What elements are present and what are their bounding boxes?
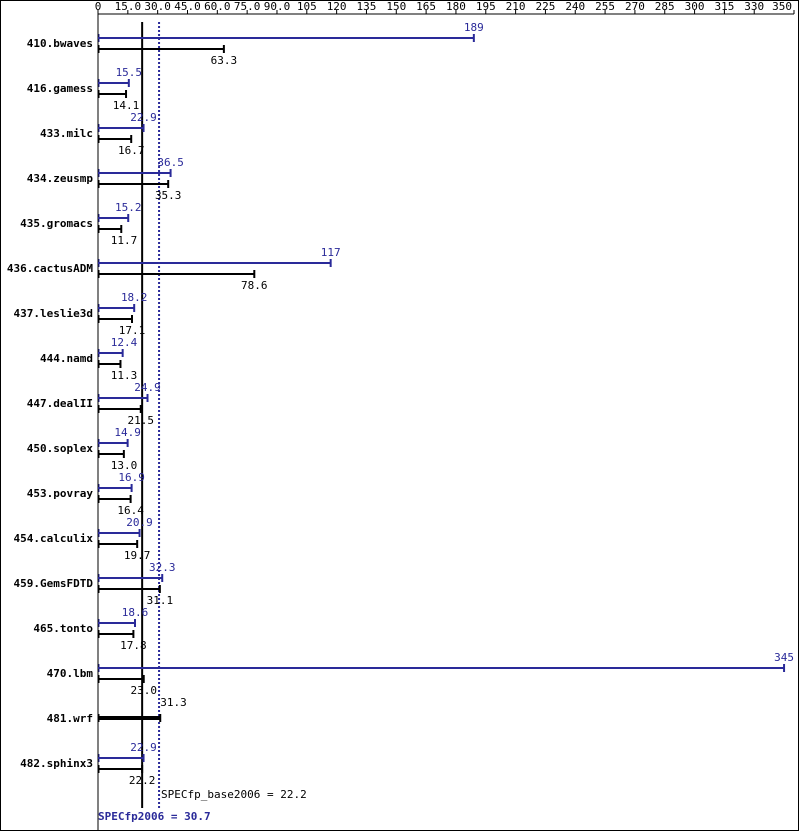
peak-mean-label: SPECfp2006 = 30.7 <box>98 810 211 823</box>
x-tick-label: 300 <box>685 0 705 13</box>
value-label: 13.0 <box>111 459 138 472</box>
x-tick-label: 255 <box>595 0 615 13</box>
category-label: 444.namd <box>40 352 93 365</box>
x-tick-label: 135 <box>357 0 377 13</box>
value-label: 16.9 <box>118 471 145 484</box>
x-tick-label: 270 <box>625 0 645 13</box>
category-label: 436.cactusADM <box>7 262 93 275</box>
x-tick-label: 45.0 <box>174 0 201 13</box>
x-tick-label: 15.0 <box>115 0 142 13</box>
category-label: 450.soplex <box>27 442 94 455</box>
value-label: 345 <box>774 651 794 664</box>
value-label: 14.9 <box>114 426 141 439</box>
x-tick-label: 315 <box>714 0 734 13</box>
x-tick-label: 195 <box>476 0 496 13</box>
x-tick-label: 180 <box>446 0 466 13</box>
value-label: 31.3 <box>160 696 187 709</box>
value-label: 21.5 <box>128 414 155 427</box>
x-tick-label: 90.0 <box>264 0 291 13</box>
x-tick-label: 225 <box>535 0 555 13</box>
value-label: 36.5 <box>157 156 184 169</box>
value-label: 18.2 <box>121 291 148 304</box>
value-label: 31.1 <box>147 594 174 607</box>
x-tick-label: 150 <box>386 0 406 13</box>
x-tick-label: 285 <box>655 0 675 13</box>
value-label: 18.6 <box>122 606 149 619</box>
value-label: 63.3 <box>211 54 238 67</box>
category-label: 437.leslie3d <box>14 307 93 320</box>
value-label: 35.3 <box>155 189 182 202</box>
value-label: 15.2 <box>115 201 142 214</box>
value-label: 22.2 <box>129 774 156 787</box>
x-tick-label: 165 <box>416 0 436 13</box>
x-tick-label: 60.0 <box>204 0 231 13</box>
value-label: 32.3 <box>149 561 176 574</box>
value-label: 16.7 <box>118 144 145 157</box>
value-label: 24.9 <box>134 381 161 394</box>
value-label: 19.7 <box>124 549 151 562</box>
category-label: 447.dealII <box>27 397 93 410</box>
category-label: 465.tonto <box>33 622 93 635</box>
x-tick-label: 240 <box>565 0 585 13</box>
x-tick-label: 330 <box>744 0 764 13</box>
x-tick-label: 120 <box>327 0 347 13</box>
value-label: 20.9 <box>126 516 153 529</box>
value-label: 11.7 <box>111 234 138 247</box>
x-tick-label: 105 <box>297 0 317 13</box>
value-label: 117 <box>321 246 341 259</box>
category-label: 434.zeusmp <box>27 172 94 185</box>
value-label: 22.9 <box>130 111 157 124</box>
value-label: 17.1 <box>119 324 146 337</box>
value-label: 78.6 <box>241 279 268 292</box>
category-label: 482.sphinx3 <box>20 757 93 770</box>
category-label: 416.gamess <box>27 82 93 95</box>
value-label: 22.9 <box>130 741 157 754</box>
x-tick-label: 210 <box>506 0 526 13</box>
category-label: 481.wrf <box>47 712 93 725</box>
category-label: 433.milc <box>40 127 93 140</box>
base-mean-label: SPECfp_base2006 = 22.2 <box>161 788 307 801</box>
category-label: 470.lbm <box>47 667 94 680</box>
category-label: 459.GemsFDTD <box>14 577 94 590</box>
x-tick-label: 75.0 <box>234 0 261 13</box>
x-tick-label: 350 <box>772 0 792 13</box>
category-label: 435.gromacs <box>20 217 93 230</box>
category-label: 454.calculix <box>14 532 94 545</box>
value-label: 15.5 <box>116 66 143 79</box>
value-label: 11.3 <box>111 369 138 382</box>
value-label: 16.4 <box>117 504 144 517</box>
value-label: 189 <box>464 21 484 34</box>
x-tick-label: 0 <box>95 0 102 13</box>
value-label: 12.4 <box>111 336 138 349</box>
x-tick-label: 30.0 <box>144 0 171 13</box>
value-label: 17.8 <box>120 639 147 652</box>
value-label: 14.1 <box>113 99 140 112</box>
category-label: 453.povray <box>27 487 94 500</box>
category-label: 410.bwaves <box>27 37 93 50</box>
value-label: 23.0 <box>130 684 157 697</box>
